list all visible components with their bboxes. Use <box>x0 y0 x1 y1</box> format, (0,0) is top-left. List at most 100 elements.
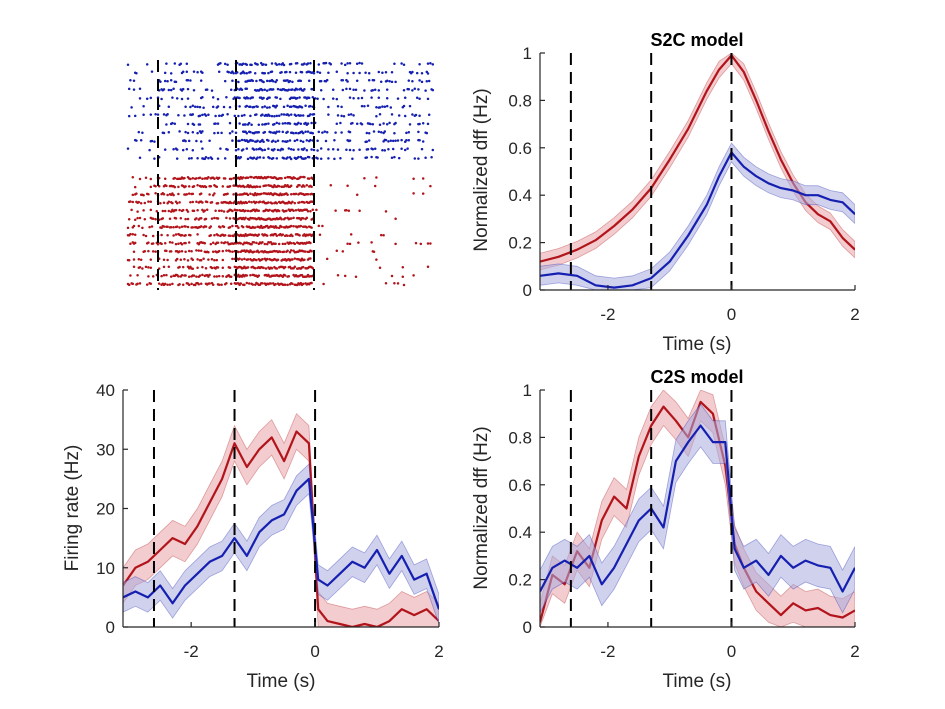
raster-spike <box>187 185 191 188</box>
raster-spike <box>132 265 136 269</box>
raster-spike <box>172 225 175 229</box>
firing-xlabel: Time (s) <box>247 671 316 692</box>
raster-spike <box>316 97 319 101</box>
raster-spike <box>138 266 142 269</box>
raster-spike <box>407 138 411 142</box>
raster-spike <box>377 130 381 133</box>
raster-spike <box>175 148 179 151</box>
raster-spike <box>307 79 311 83</box>
raster-spike <box>279 250 282 253</box>
raster-spike <box>347 209 351 213</box>
raster-spike <box>265 234 269 237</box>
raster-spike <box>271 156 275 160</box>
raster-spike <box>405 131 408 135</box>
raster-spike <box>238 139 241 143</box>
s2c-title: S2C model <box>650 30 743 50</box>
raster-spike <box>217 283 221 286</box>
raster-spike <box>229 88 233 91</box>
raster-spike <box>126 147 130 150</box>
raster-spike <box>142 104 145 108</box>
raster-spike <box>237 147 240 151</box>
raster-spike <box>202 106 205 109</box>
raster-spike <box>251 96 255 99</box>
raster-spike <box>239 282 243 285</box>
raster-spike <box>306 62 310 65</box>
raster-spike <box>383 149 387 152</box>
raster-spike <box>282 63 286 67</box>
c2s-blue-series-line <box>540 424 855 593</box>
raster-spike <box>240 114 244 118</box>
raster-spike <box>153 140 156 143</box>
raster-spike <box>141 131 144 135</box>
raster-spike <box>271 80 275 83</box>
raster-spike <box>283 216 287 220</box>
raster-spike <box>149 266 153 270</box>
raster-spike <box>250 242 253 246</box>
raster-spike <box>378 123 382 126</box>
firing-ytick-label-4: 40 <box>96 381 115 400</box>
raster-spike <box>189 79 192 82</box>
raster-spike <box>161 217 165 220</box>
raster-spike <box>207 258 210 261</box>
raster-spike <box>426 97 430 101</box>
raster-spike <box>132 258 136 261</box>
raster-spike <box>291 88 294 91</box>
raster-spike <box>424 156 427 159</box>
raster-spike <box>345 148 348 152</box>
raster-spike <box>204 267 208 270</box>
raster-spike <box>299 281 303 285</box>
raster-spike <box>385 96 389 100</box>
s2c-ytick-label-1: 0.2 <box>508 234 532 253</box>
raster-spike <box>389 106 393 109</box>
raster-spike <box>180 225 184 228</box>
raster-spike <box>250 175 253 179</box>
raster-spike <box>421 140 425 143</box>
raster-spike <box>406 147 409 150</box>
raster-spike <box>261 240 264 244</box>
raster-spike <box>187 157 191 160</box>
raster-spike <box>347 113 351 116</box>
raster-spike <box>243 71 246 75</box>
raster-spike <box>143 217 147 221</box>
raster-spike <box>285 70 288 74</box>
raster-spike <box>148 225 151 229</box>
raster-spike <box>131 282 135 286</box>
raster-spike <box>252 105 256 109</box>
raster-spike <box>288 250 292 254</box>
raster-spike <box>223 157 227 160</box>
raster-spike <box>343 63 347 67</box>
raster-spike <box>171 96 174 99</box>
firing-ylabel: Firing rate (Hz) <box>62 445 83 572</box>
raster-spike <box>281 122 285 125</box>
raster-spike <box>245 72 249 75</box>
raster-spike <box>282 113 286 116</box>
raster-spike <box>204 185 208 189</box>
raster-spike <box>275 63 279 67</box>
raster-spike <box>179 62 183 65</box>
raster-spike <box>402 283 406 287</box>
raster-spike <box>238 122 241 125</box>
raster-spike <box>270 266 274 270</box>
raster-spike <box>263 148 267 152</box>
raster-spike <box>192 70 196 73</box>
raster-spike <box>334 131 337 134</box>
raster-spike <box>257 233 261 236</box>
raster-spike <box>309 104 312 108</box>
raster-spike <box>162 274 166 277</box>
raster-spike <box>348 130 352 134</box>
raster-spike <box>283 176 287 180</box>
raster-spike <box>293 139 297 143</box>
raster-spike <box>213 177 216 181</box>
raster-spike <box>352 96 355 100</box>
raster-spike <box>367 72 371 75</box>
c2s-xlabel: Time (s) <box>663 671 732 692</box>
raster-spike <box>184 217 187 221</box>
raster-spike <box>264 63 268 67</box>
raster-spike <box>264 184 268 187</box>
raster-spike <box>310 281 313 285</box>
raster-spike <box>289 105 293 108</box>
s2c-blue-series-line <box>540 151 855 289</box>
raster-spike <box>286 283 289 287</box>
raster-spike <box>203 241 207 245</box>
raster-spike <box>336 105 340 108</box>
